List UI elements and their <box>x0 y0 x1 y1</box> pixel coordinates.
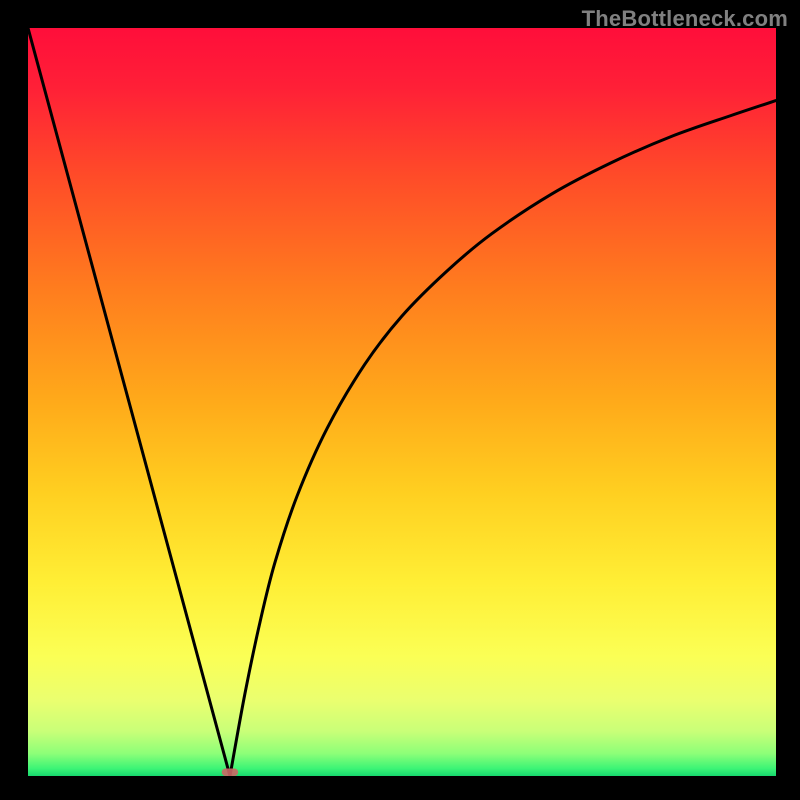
plot-svg <box>28 28 776 776</box>
plot-area <box>28 28 776 776</box>
chart-root: TheBottleneck.com <box>0 0 800 800</box>
dip-marker <box>222 769 238 776</box>
